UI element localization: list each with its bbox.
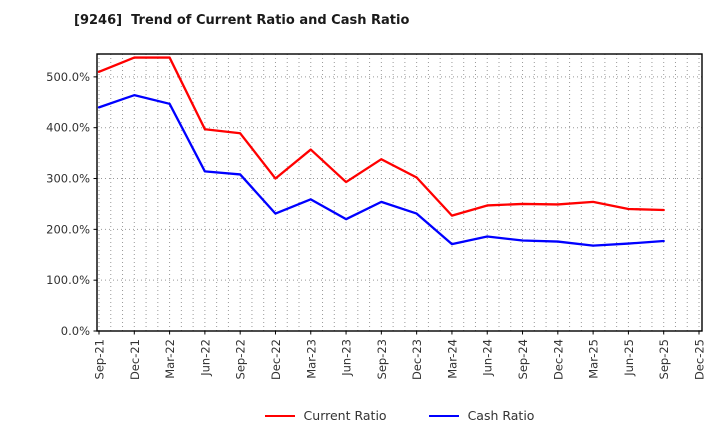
legend-item-cash-ratio: Cash Ratio <box>428 407 535 423</box>
y-tick-label: 0.0% <box>61 324 90 338</box>
x-tick-label: Dec-21 <box>128 339 142 380</box>
x-tick-label: Mar-25 <box>587 339 601 379</box>
plot-border <box>96 53 703 332</box>
x-tick-label: Mar-24 <box>445 339 459 379</box>
x-tick-label: Dec-23 <box>410 339 424 380</box>
x-tick-label: Sep-25 <box>657 339 671 379</box>
legend-item-current-ratio: Current Ratio <box>264 407 387 423</box>
y-tick-label: 100.0% <box>46 273 90 287</box>
x-tick-label: Jun-23 <box>340 339 354 377</box>
x-tick-label: Sep-24 <box>516 339 530 379</box>
x-tick-label: Dec-25 <box>693 339 707 380</box>
current-ratio-line-swatch <box>264 415 295 417</box>
x-tick-label: Mar-22 <box>163 339 177 379</box>
cash-ratio-line <box>97 94 665 247</box>
y-tick-label: 400.0% <box>46 121 90 135</box>
x-tick-label: Jun-25 <box>622 339 636 377</box>
y-tick-label: 200.0% <box>46 222 90 236</box>
x-tick-label: Dec-22 <box>269 339 283 380</box>
x-tick-label: Sep-22 <box>234 339 248 379</box>
x-tick-label: Jun-24 <box>481 339 495 377</box>
page-title: [9246] Trend of Current Ratio and Cash R… <box>74 13 410 28</box>
legend: Current Ratio Cash Ratio <box>97 405 702 427</box>
x-tick-label: Sep-23 <box>375 339 389 379</box>
x-tick-label: Mar-23 <box>304 339 318 379</box>
x-tick-label: Sep-21 <box>93 339 107 379</box>
cash-ratio-line-swatch <box>428 415 459 417</box>
legend-label-cash-ratio: Cash Ratio <box>467 407 535 423</box>
legend-label-current-ratio: Current Ratio <box>303 407 387 423</box>
x-tick-label: Jun-22 <box>198 339 212 377</box>
y-tick-label: 300.0% <box>46 172 90 186</box>
y-tick-label: 500.0% <box>46 70 90 84</box>
x-tick-label: Dec-24 <box>551 339 565 380</box>
current-ratio-line <box>97 56 665 217</box>
